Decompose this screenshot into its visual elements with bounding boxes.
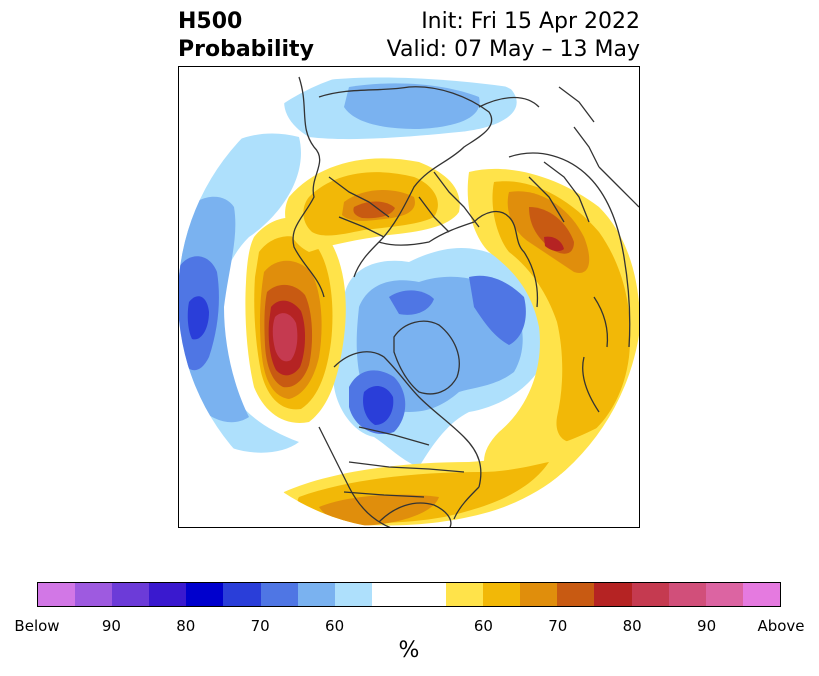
coastline-east-asia [508,152,631,348]
valid-range: Valid: 07 May – 13 May [386,37,640,62]
coastline-north-africa [478,96,540,108]
below-region-medium [344,83,480,129]
colorbar-segment [520,583,558,606]
coastline-canadian-arctic [333,351,482,488]
colorbar-tick-label: Above [757,617,805,635]
colorbar-tick-label: Below [14,617,60,635]
above-normal-regions [245,158,639,526]
coastline-southeast-asia [582,356,600,413]
map-canvas [179,76,639,527]
colorbar-segment [297,583,335,606]
border-asia-4 [543,161,590,223]
colorbar-tick-label: 80 [176,617,196,635]
colorbar-tick-label: 70 [250,617,270,635]
colorbar-segment [668,583,706,606]
above-region-severe [544,236,564,252]
coastline-us-east [453,486,480,520]
coastline-japan [593,296,609,348]
above-region-deep [529,207,574,254]
border-europe-1 [328,176,390,218]
border-asia-2 [418,196,450,233]
coastline-greenland [393,320,460,395]
colorbar-unit-label: % [398,638,420,663]
colorbar-segment [483,583,521,606]
border-asia-1 [433,171,480,228]
colorbar-segment [112,583,150,606]
colorbar [37,582,781,607]
above-region-strong [319,494,439,526]
colorbar-segment [557,583,595,606]
border-east-1 [558,86,595,123]
colorbar-segment [742,583,780,606]
below-region-core [187,296,209,340]
title-right: Init: Fri 15 Apr 2022 Valid: 07 May – 13… [387,8,640,64]
colorbar-segment [705,583,743,606]
title-product: Probability [178,37,314,62]
colorbar-segment [186,583,224,606]
above-region-medium [492,181,631,443]
colorbar-segment [334,583,372,606]
below-region-core [363,385,394,425]
colorbar-tick-label: 60 [473,617,493,635]
border-east-2 [598,166,639,208]
border-asia-3 [528,176,565,223]
colorbar-tick-label: 60 [325,617,345,635]
border-europe-2 [338,216,385,238]
colorbar-tick-label: 90 [101,617,121,635]
coastline-eurasia-north [292,76,325,298]
colorbar-tick-label: 70 [548,617,568,635]
colorbar-segment [260,583,298,606]
coastline-gulf-mexico [378,502,452,527]
colorbar-segment [149,583,187,606]
probability-fields [179,77,639,526]
colorbar-tick-label: 90 [697,617,717,635]
border-north-america-1 [358,426,430,446]
coastline-arctic-russia [378,210,539,308]
coastlines [292,76,639,527]
border-north-america-2 [348,461,465,473]
colorbar-segment [223,583,261,606]
below-region-strong [469,275,526,345]
colorbar-segment [631,583,669,606]
title-variable: H500 [178,9,243,34]
border-north-america-3 [343,491,425,498]
coastline-north-america [318,426,391,527]
colorbar-tick-label: 80 [622,617,642,635]
above-region-extreme [272,313,298,362]
probability-map [178,66,640,528]
below-region-strong [389,290,434,315]
colorbar-segment [446,583,484,606]
colorbar-segment [371,583,409,606]
colorbar-segment [38,583,76,606]
below-normal-regions [179,77,550,467]
colorbar-segment [594,583,632,606]
colorbar-segment [75,583,113,606]
border-asia-5 [573,126,600,168]
colorbar-segment [408,583,447,606]
init-date: Init: Fri 15 Apr 2022 [421,9,640,34]
title-left: H500 Probability [178,8,314,64]
